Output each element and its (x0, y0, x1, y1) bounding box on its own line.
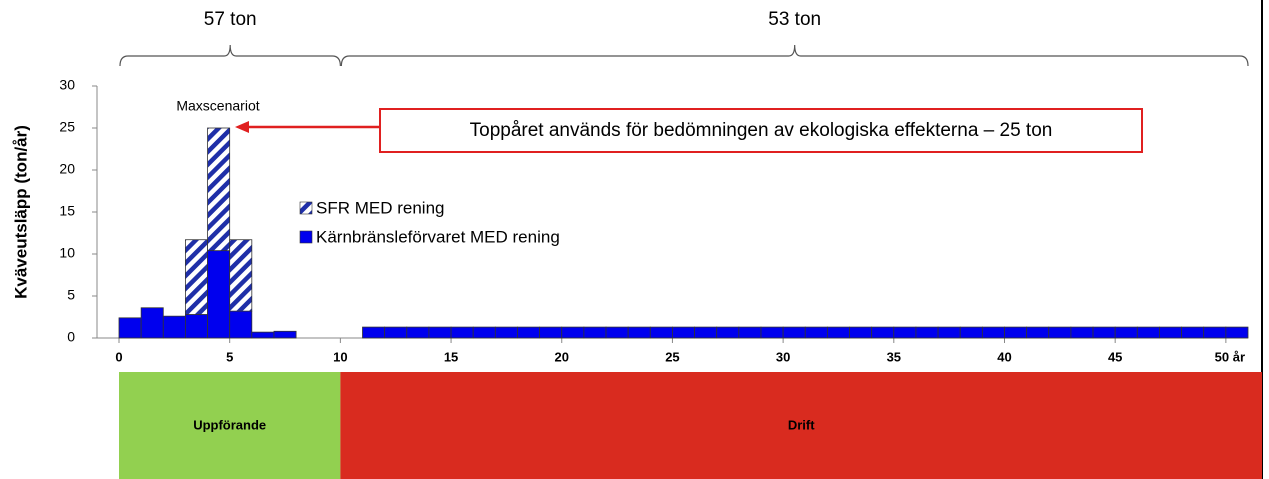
bar-segment (1070, 326, 1094, 339)
bar-segment (251, 331, 275, 339)
bar-segment (804, 326, 828, 339)
bracket (119, 44, 341, 67)
bar-segment (1159, 326, 1182, 339)
bar-segment (649, 326, 673, 339)
bar-segment (207, 250, 231, 339)
legend-swatch (299, 230, 313, 244)
bar-segment (893, 326, 917, 339)
bar-segment (140, 307, 164, 339)
x-tick-label: 50 år (1215, 349, 1245, 364)
bar-segment (1181, 326, 1205, 339)
total-label: 57 ton (204, 9, 257, 30)
x-tick-label: 0 (115, 349, 122, 364)
x-tick-label: 15 (444, 349, 458, 364)
legend-swatch (299, 201, 313, 215)
y-tick-label: 25 (59, 119, 75, 135)
x-tick-label: 25 (665, 349, 679, 364)
bar-segment (627, 326, 651, 339)
bar-segment (981, 326, 1005, 339)
bar-segment (384, 326, 408, 339)
x-tick-label: 45 (1108, 349, 1122, 364)
bar-segment (273, 330, 297, 339)
y-tick-label: 10 (59, 245, 75, 261)
bar-segment (207, 127, 231, 252)
bar-segment (229, 310, 253, 339)
y-tick-label: 0 (67, 329, 75, 345)
bar-segment (472, 326, 496, 339)
x-tick-label: 40 (997, 349, 1011, 364)
bar-segment (517, 326, 541, 339)
bar-segment (1026, 326, 1050, 339)
bar-segment (561, 326, 585, 339)
y-tick-label: 30 (59, 77, 75, 93)
bar-segment (716, 326, 740, 339)
bar-segment (1092, 326, 1116, 339)
bar-segment (826, 326, 850, 339)
bar-segment (450, 326, 474, 339)
bar-segment (494, 326, 518, 339)
y-tick-label: 5 (67, 287, 75, 303)
phase-label: Drift (788, 417, 815, 432)
bar-segment (1225, 326, 1249, 339)
total-label: 53 ton (768, 9, 821, 30)
bar-segment (605, 326, 629, 339)
bar-segment (849, 326, 873, 339)
bar-segment (1203, 326, 1227, 339)
bar-segment (162, 315, 186, 339)
bar-segment (1048, 326, 1072, 339)
x-tick-label: 20 (555, 349, 569, 364)
phase (119, 372, 341, 479)
bar-segment (118, 317, 142, 339)
bar-segment (937, 326, 961, 339)
x-tick-label: 5 (226, 349, 233, 364)
bar-segment (185, 239, 208, 315)
callout-box (379, 108, 1143, 153)
bar-segment (406, 326, 430, 339)
bar-segment (672, 326, 695, 339)
x-tick-label: 35 (887, 349, 901, 364)
x-tick-label: 30 (776, 349, 790, 364)
bar-segment (959, 326, 983, 339)
phase (340, 372, 1262, 479)
legend-label: Kärnbränsleförvaret MED rening (316, 227, 560, 246)
bar-segment (915, 326, 939, 339)
phase-label: Uppförande (193, 417, 266, 432)
callout-arrowhead (235, 121, 249, 133)
bar-segment (1114, 326, 1138, 339)
bracket (340, 44, 1249, 67)
bar-segment (185, 314, 208, 339)
bar-segment (1136, 326, 1160, 339)
bar-segment (428, 326, 452, 339)
bar-segment (760, 326, 784, 339)
bar-segment (583, 326, 607, 339)
bar-segment (539, 326, 563, 339)
bar-segment (694, 326, 718, 339)
bar-segment (229, 239, 253, 312)
bar-segment (738, 326, 762, 339)
annotation: Maxscenariot (176, 98, 259, 114)
bar-segment (871, 326, 895, 339)
y-axis-label: Kväveutsläpp (ton/år) (11, 125, 30, 299)
y-tick-label: 20 (59, 161, 75, 177)
bar-segment (1004, 326, 1028, 339)
callout-text: Toppåret används för bedömningen av ekol… (470, 120, 1053, 141)
bar-segment (782, 326, 806, 339)
x-tick-label: 10 (333, 349, 347, 364)
legend-label: SFR MED rening (316, 198, 444, 217)
bar-segment (362, 326, 386, 339)
y-tick-label: 15 (59, 203, 75, 219)
